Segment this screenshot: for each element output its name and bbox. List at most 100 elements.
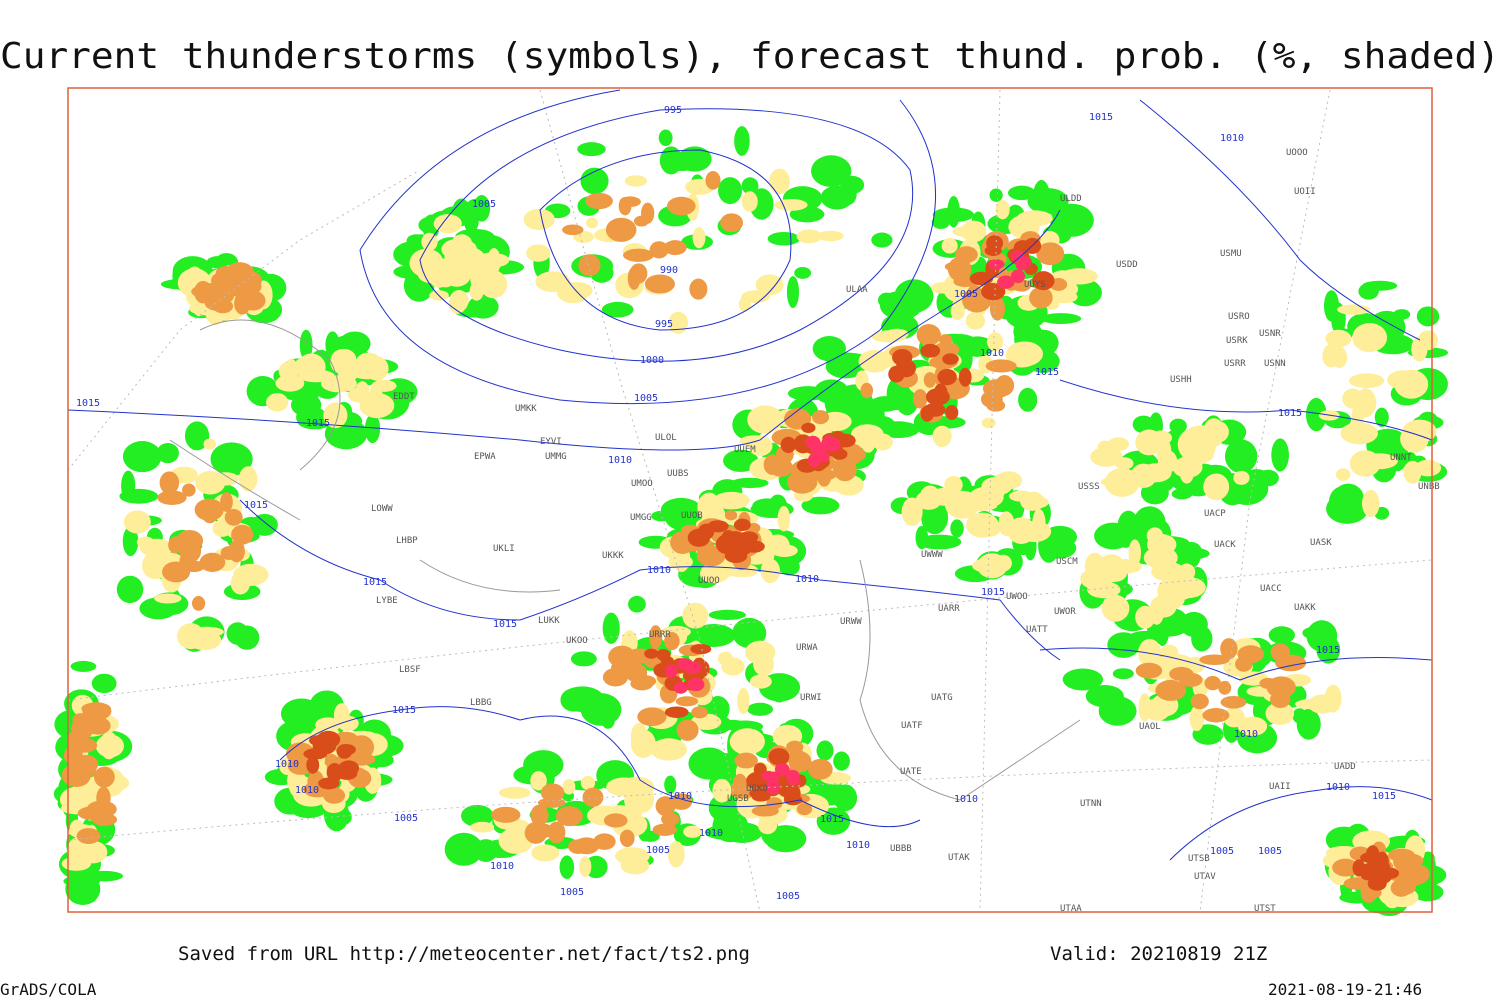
isobar-label: 1015: [1316, 645, 1340, 656]
shade-blob: [560, 688, 587, 712]
shade-blob: [763, 454, 781, 475]
isobar-label: 1010: [1326, 782, 1350, 793]
isobar-label: 1005: [1258, 846, 1282, 857]
station-label: UACK: [1214, 540, 1236, 550]
shade-blob: [162, 561, 191, 583]
isobar: [419, 108, 914, 362]
map-lines: [67, 89, 1433, 913]
station-label: UBBB: [890, 844, 912, 854]
shade-blob: [718, 177, 743, 205]
shade-blob: [785, 769, 800, 781]
shade-blob: [194, 280, 213, 304]
shade-blob: [871, 232, 893, 248]
shade-blob: [844, 448, 866, 462]
isobar-label: 1015: [392, 705, 416, 716]
shade-blob: [796, 802, 813, 816]
shade-blob: [1337, 304, 1371, 315]
shade-blob: [121, 470, 136, 501]
shade-blob: [238, 466, 258, 492]
shade-blob: [623, 248, 654, 262]
shade-blob: [966, 284, 983, 309]
shade-blob: [557, 282, 589, 304]
shade-blob: [323, 787, 346, 804]
isobar: [279, 706, 921, 828]
shade-blob: [812, 335, 846, 362]
shade-blob: [737, 687, 750, 715]
isobar-label: 1015: [1372, 791, 1396, 802]
isobar-label: 1015: [76, 398, 100, 409]
shade-blob: [915, 490, 942, 510]
shade-blob: [1101, 594, 1130, 622]
shade-blob: [324, 753, 338, 766]
isobar-label: 1010: [608, 455, 632, 466]
shade-blob: [832, 457, 853, 478]
shade-blob: [939, 334, 953, 346]
shade-blob: [1233, 470, 1250, 485]
shade-blob: [1202, 708, 1230, 723]
shade-blob: [960, 500, 998, 512]
shade-blob: [811, 155, 852, 188]
shade-blob: [1416, 306, 1440, 327]
isobar-label: 1005: [646, 845, 670, 856]
station-label: UKKK: [602, 551, 624, 561]
shade-blob: [687, 677, 705, 692]
shade-blob: [816, 740, 834, 761]
shade-blob: [630, 729, 656, 759]
shade-blob: [1062, 668, 1104, 691]
shade-blob: [1090, 446, 1123, 467]
shade-blob: [916, 324, 941, 346]
shade-blob: [433, 214, 462, 234]
shade-blob: [888, 365, 905, 383]
isobar-label: 1010: [846, 840, 870, 851]
station-label: EYVI: [540, 437, 562, 447]
isobar-label: 1010: [1220, 133, 1244, 144]
shade-blob: [95, 734, 124, 758]
isobar-label: 1015: [1278, 408, 1302, 419]
shade-blob: [159, 471, 180, 495]
shade-blob: [731, 477, 769, 489]
shade-blob: [230, 571, 251, 595]
shade-blob: [995, 199, 1010, 220]
shade-blob: [729, 728, 765, 755]
isobar-label: 1015: [244, 500, 268, 511]
shade-blob: [1265, 702, 1295, 726]
shade-blob: [989, 188, 1003, 202]
station-label: LBSF: [399, 665, 421, 675]
shade-blob: [531, 844, 560, 862]
shade-blob: [950, 519, 964, 538]
station-label: URWW: [840, 617, 862, 627]
station-label: UTNN: [1080, 799, 1102, 809]
shade-blob: [578, 254, 601, 277]
shade-blob: [989, 296, 1005, 321]
shade-blob: [303, 748, 328, 760]
shade-blob: [93, 766, 115, 788]
isobar-label: 1005: [472, 199, 496, 210]
shade-blob: [1104, 468, 1140, 497]
shade-blob: [1218, 680, 1232, 695]
shade-blob: [749, 674, 772, 689]
station-label: UMOO: [631, 479, 653, 489]
shade-blob: [547, 821, 566, 844]
shade-blob: [1359, 423, 1373, 436]
shade-blob: [210, 442, 253, 476]
station-label: UOII: [1294, 187, 1316, 197]
shade-blob: [747, 405, 784, 434]
shade-blob: [306, 756, 320, 774]
shade-blob: [1393, 309, 1411, 320]
shade-blob: [562, 778, 576, 795]
shade-blob: [981, 282, 1006, 301]
station-label: UADD: [1334, 762, 1356, 772]
station-label: UTAK: [948, 853, 970, 863]
shade-blob: [1400, 424, 1429, 453]
shade-blob: [602, 612, 620, 644]
shade-blob: [771, 544, 798, 557]
shade-blob: [649, 241, 669, 259]
shade-blob: [203, 438, 217, 450]
shade-blob: [1018, 520, 1052, 543]
station-label: UAII: [1269, 782, 1291, 792]
shade-blob: [733, 518, 751, 532]
station-label: USRK: [1226, 336, 1248, 346]
shade-blob: [601, 301, 634, 318]
station-label: UUBS: [667, 469, 689, 479]
shade-blob: [920, 343, 941, 358]
